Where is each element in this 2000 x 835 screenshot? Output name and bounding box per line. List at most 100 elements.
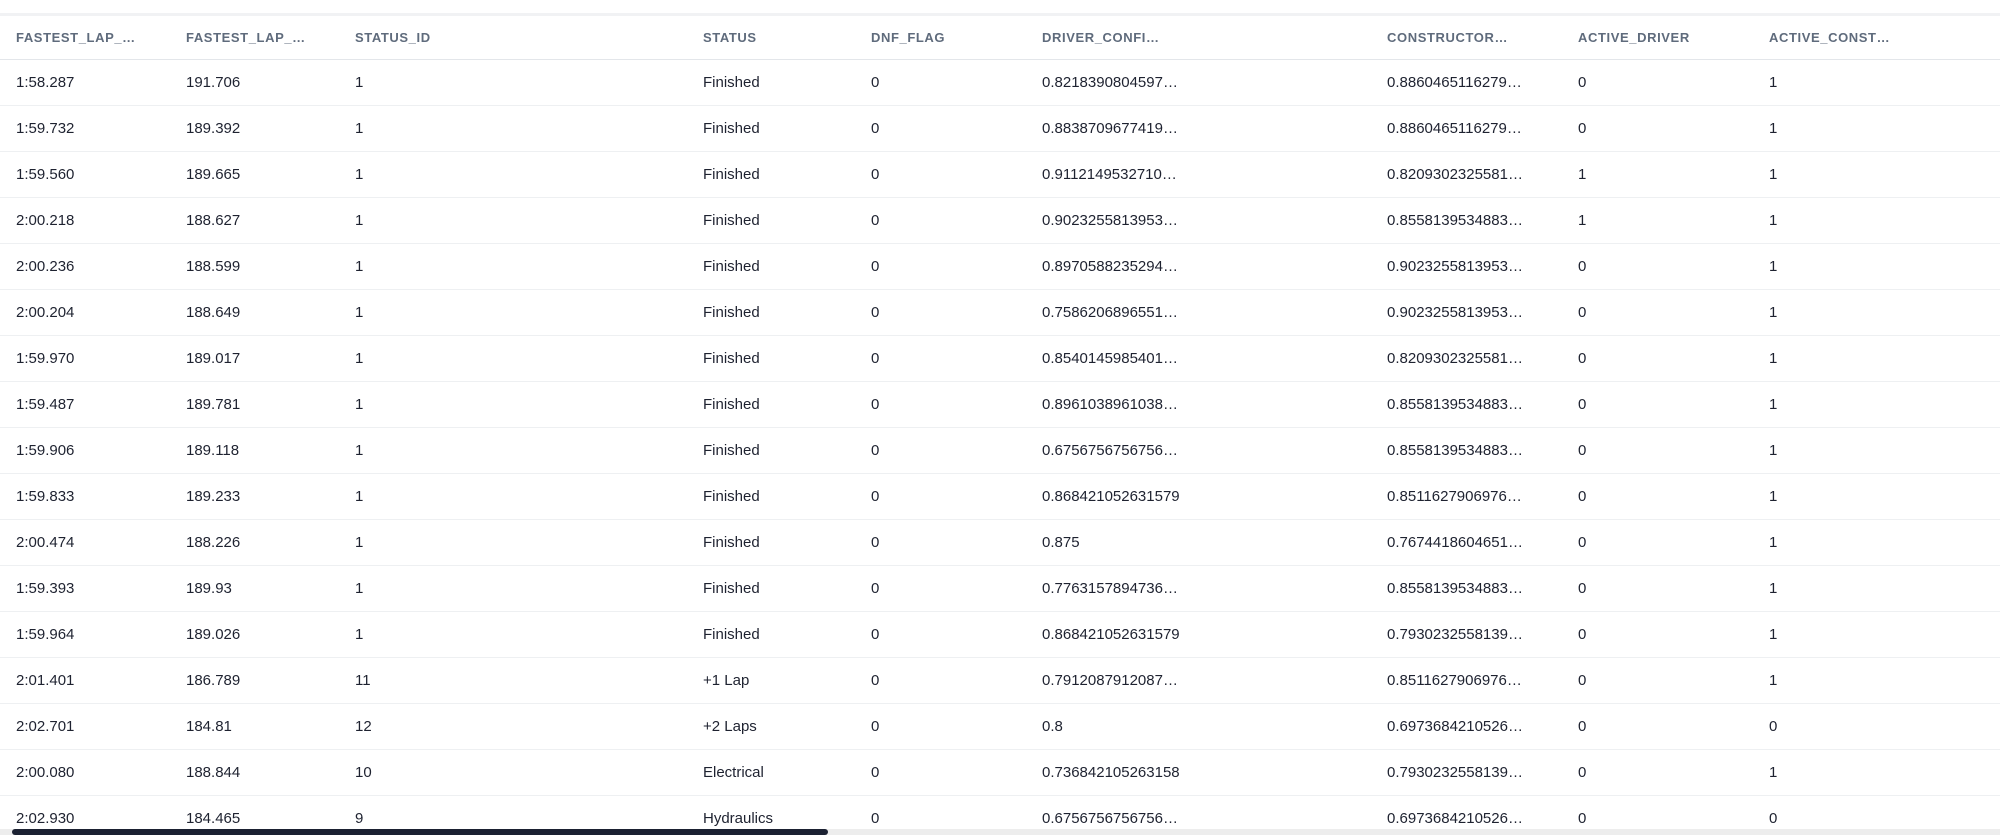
table-cell: 2:00.218 bbox=[16, 212, 75, 229]
table-cell: 11 bbox=[355, 672, 371, 689]
table-row[interactable]: 1:59.487 189.781 1 Finished 0 0.89610389… bbox=[0, 382, 2000, 428]
table-header: FASTEST_LAP_… FASTEST_LAP_… STATUS_ID ST… bbox=[0, 13, 2000, 60]
table-cell: 1 bbox=[355, 258, 364, 275]
table-cell: 1 bbox=[355, 304, 364, 321]
table-cell: 184.465 bbox=[186, 810, 241, 827]
table-cell: 1:59.560 bbox=[16, 166, 75, 183]
table-cell: Finished bbox=[703, 488, 760, 505]
table-cell: 188.844 bbox=[186, 764, 241, 781]
table-cell: Finished bbox=[703, 442, 760, 459]
table-cell: 0.8558139534883… bbox=[1387, 212, 1523, 229]
table-row[interactable]: 1:59.560 189.665 1 Finished 0 0.91121495… bbox=[0, 152, 2000, 198]
table-cell: 189.026 bbox=[186, 626, 241, 643]
column-header-active-driver[interactable]: ACTIVE_DRIVER bbox=[1578, 30, 1690, 45]
table-cell: 0 bbox=[1578, 810, 1587, 827]
table-cell: 1 bbox=[1769, 580, 1778, 597]
table-row[interactable]: 2:00.204 188.649 1 Finished 0 0.75862068… bbox=[0, 290, 2000, 336]
table-cell: +2 Laps bbox=[703, 718, 757, 735]
table-cell: 0 bbox=[1578, 258, 1587, 275]
table-cell: 0.8511627906976… bbox=[1387, 672, 1522, 689]
table-row[interactable]: 2:02.701 184.81 12 +2 Laps 0 0.8 0.69736… bbox=[0, 704, 2000, 750]
table-cell: Finished bbox=[703, 534, 760, 551]
table-row[interactable]: 1:59.906 189.118 1 Finished 0 0.67567567… bbox=[0, 428, 2000, 474]
table-row[interactable]: 2:01.401 186.789 11 +1 Lap 0 0.791208791… bbox=[0, 658, 2000, 704]
horizontal-scrollbar-thumb[interactable] bbox=[12, 829, 828, 835]
table-cell: 188.599 bbox=[186, 258, 241, 275]
table-cell: 189.93 bbox=[186, 580, 232, 597]
table-cell: 0 bbox=[1578, 580, 1587, 597]
table-cell: 2:00.474 bbox=[16, 534, 75, 551]
table-cell: 0.8838709677419… bbox=[1042, 120, 1178, 137]
table-row[interactable]: 2:00.236 188.599 1 Finished 0 0.89705882… bbox=[0, 244, 2000, 290]
table-cell: Finished bbox=[703, 120, 760, 137]
table-cell: Finished bbox=[703, 166, 760, 183]
table-row[interactable]: 2:00.080 188.844 10 Electrical 0 0.73684… bbox=[0, 750, 2000, 796]
table-cell: 188.627 bbox=[186, 212, 241, 229]
table-cell: +1 Lap bbox=[703, 672, 750, 689]
table-cell: 0.868421052631579 bbox=[1042, 488, 1180, 505]
column-header-dnf-flag[interactable]: DNF_FLAG bbox=[871, 30, 946, 45]
table-cell: Electrical bbox=[703, 764, 764, 781]
table-cell: 1 bbox=[1578, 166, 1587, 183]
table-row[interactable]: 2:00.218 188.627 1 Finished 0 0.90232558… bbox=[0, 198, 2000, 244]
table-cell: 189.017 bbox=[186, 350, 241, 367]
horizontal-scrollbar[interactable] bbox=[0, 829, 2000, 835]
table-cell: 12 bbox=[355, 718, 372, 735]
table-cell: 0 bbox=[871, 718, 880, 735]
table-cell: 1 bbox=[1769, 396, 1778, 413]
table-row[interactable]: 2:02.930 184.465 9 Hydraulics 0 0.675675… bbox=[0, 796, 2000, 835]
table-row[interactable]: 1:58.287 191.706 1 Finished 0 0.82183908… bbox=[0, 60, 2000, 106]
table-cell: 0.8970588235294… bbox=[1042, 258, 1178, 275]
table-cell: 0 bbox=[871, 626, 880, 643]
table-cell: 1 bbox=[1769, 534, 1778, 551]
table-cell: 0.6756756756756… bbox=[1042, 442, 1178, 459]
table-cell: 0.9023255813953… bbox=[1042, 212, 1178, 229]
table-cell: Hydraulics bbox=[703, 810, 774, 827]
table-cell: 2:02.930 bbox=[16, 810, 75, 827]
results-table: FASTEST_LAP_… FASTEST_LAP_… STATUS_ID ST… bbox=[0, 13, 2000, 835]
table-cell: 1 bbox=[355, 350, 364, 367]
table-cell: 0.9112149532710… bbox=[1042, 166, 1177, 183]
table-row[interactable]: 1:59.393 189.93 1 Finished 0 0.776315789… bbox=[0, 566, 2000, 612]
table-cell: 0.8558139534883… bbox=[1387, 580, 1523, 597]
table-cell: 0 bbox=[1769, 810, 1778, 827]
table-cell: 1 bbox=[1769, 442, 1778, 459]
table-cell: 0.8511627906976… bbox=[1387, 488, 1522, 505]
column-header-active-constructor[interactable]: ACTIVE_CONST… bbox=[1769, 30, 1891, 45]
table-row[interactable]: 1:59.833 189.233 1 Finished 0 0.86842105… bbox=[0, 474, 2000, 520]
column-header-fastest-lap-time[interactable]: FASTEST_LAP_… bbox=[16, 30, 136, 45]
table-cell: 0 bbox=[1578, 396, 1587, 413]
table-cell: 0 bbox=[871, 442, 880, 459]
table-cell: 0 bbox=[871, 166, 880, 183]
table-cell: 1:59.964 bbox=[16, 626, 75, 643]
table-cell: 186.789 bbox=[186, 672, 241, 689]
table-cell: 0.8209302325581… bbox=[1387, 350, 1523, 367]
table-cell: 0 bbox=[1578, 120, 1587, 137]
table-cell: 1 bbox=[1578, 212, 1587, 229]
table-cell: 1 bbox=[1769, 350, 1778, 367]
table-cell: 1 bbox=[355, 626, 364, 643]
column-header-fastest-lap-speed[interactable]: FASTEST_LAP_… bbox=[186, 30, 306, 45]
column-header-driver-confidence[interactable]: DRIVER_CONFI… bbox=[1042, 30, 1160, 45]
table-cell: 0.9023255813953… bbox=[1387, 304, 1523, 321]
table-body: 1:58.287 191.706 1 Finished 0 0.82183908… bbox=[0, 60, 2000, 835]
table-cell: 1 bbox=[355, 580, 364, 597]
table-row[interactable]: 1:59.970 189.017 1 Finished 0 0.85401459… bbox=[0, 336, 2000, 382]
table-cell: 0 bbox=[871, 212, 880, 229]
table-row[interactable]: 1:59.964 189.026 1 Finished 0 0.86842105… bbox=[0, 612, 2000, 658]
table-cell: Finished bbox=[703, 258, 760, 275]
table-row[interactable]: 1:59.732 189.392 1 Finished 0 0.88387096… bbox=[0, 106, 2000, 152]
table-cell: 188.226 bbox=[186, 534, 241, 551]
table-cell: 0 bbox=[871, 488, 880, 505]
table-cell: 0.7586206896551… bbox=[1042, 304, 1178, 321]
table-row[interactable]: 2:00.474 188.226 1 Finished 0 0.875 0.76… bbox=[0, 520, 2000, 566]
table-cell: 0 bbox=[871, 258, 880, 275]
column-header-constructor-confidence[interactable]: CONSTRUCTOR… bbox=[1387, 30, 1509, 45]
table-cell: 0.7763157894736… bbox=[1042, 580, 1178, 597]
table-cell: 2:00.204 bbox=[16, 304, 75, 321]
column-header-status-id[interactable]: STATUS_ID bbox=[355, 30, 431, 45]
table-cell: 0.875 bbox=[1042, 534, 1080, 551]
table-cell: 0 bbox=[871, 764, 880, 781]
table-cell: 1 bbox=[1769, 488, 1778, 505]
column-header-status[interactable]: STATUS bbox=[703, 30, 757, 45]
